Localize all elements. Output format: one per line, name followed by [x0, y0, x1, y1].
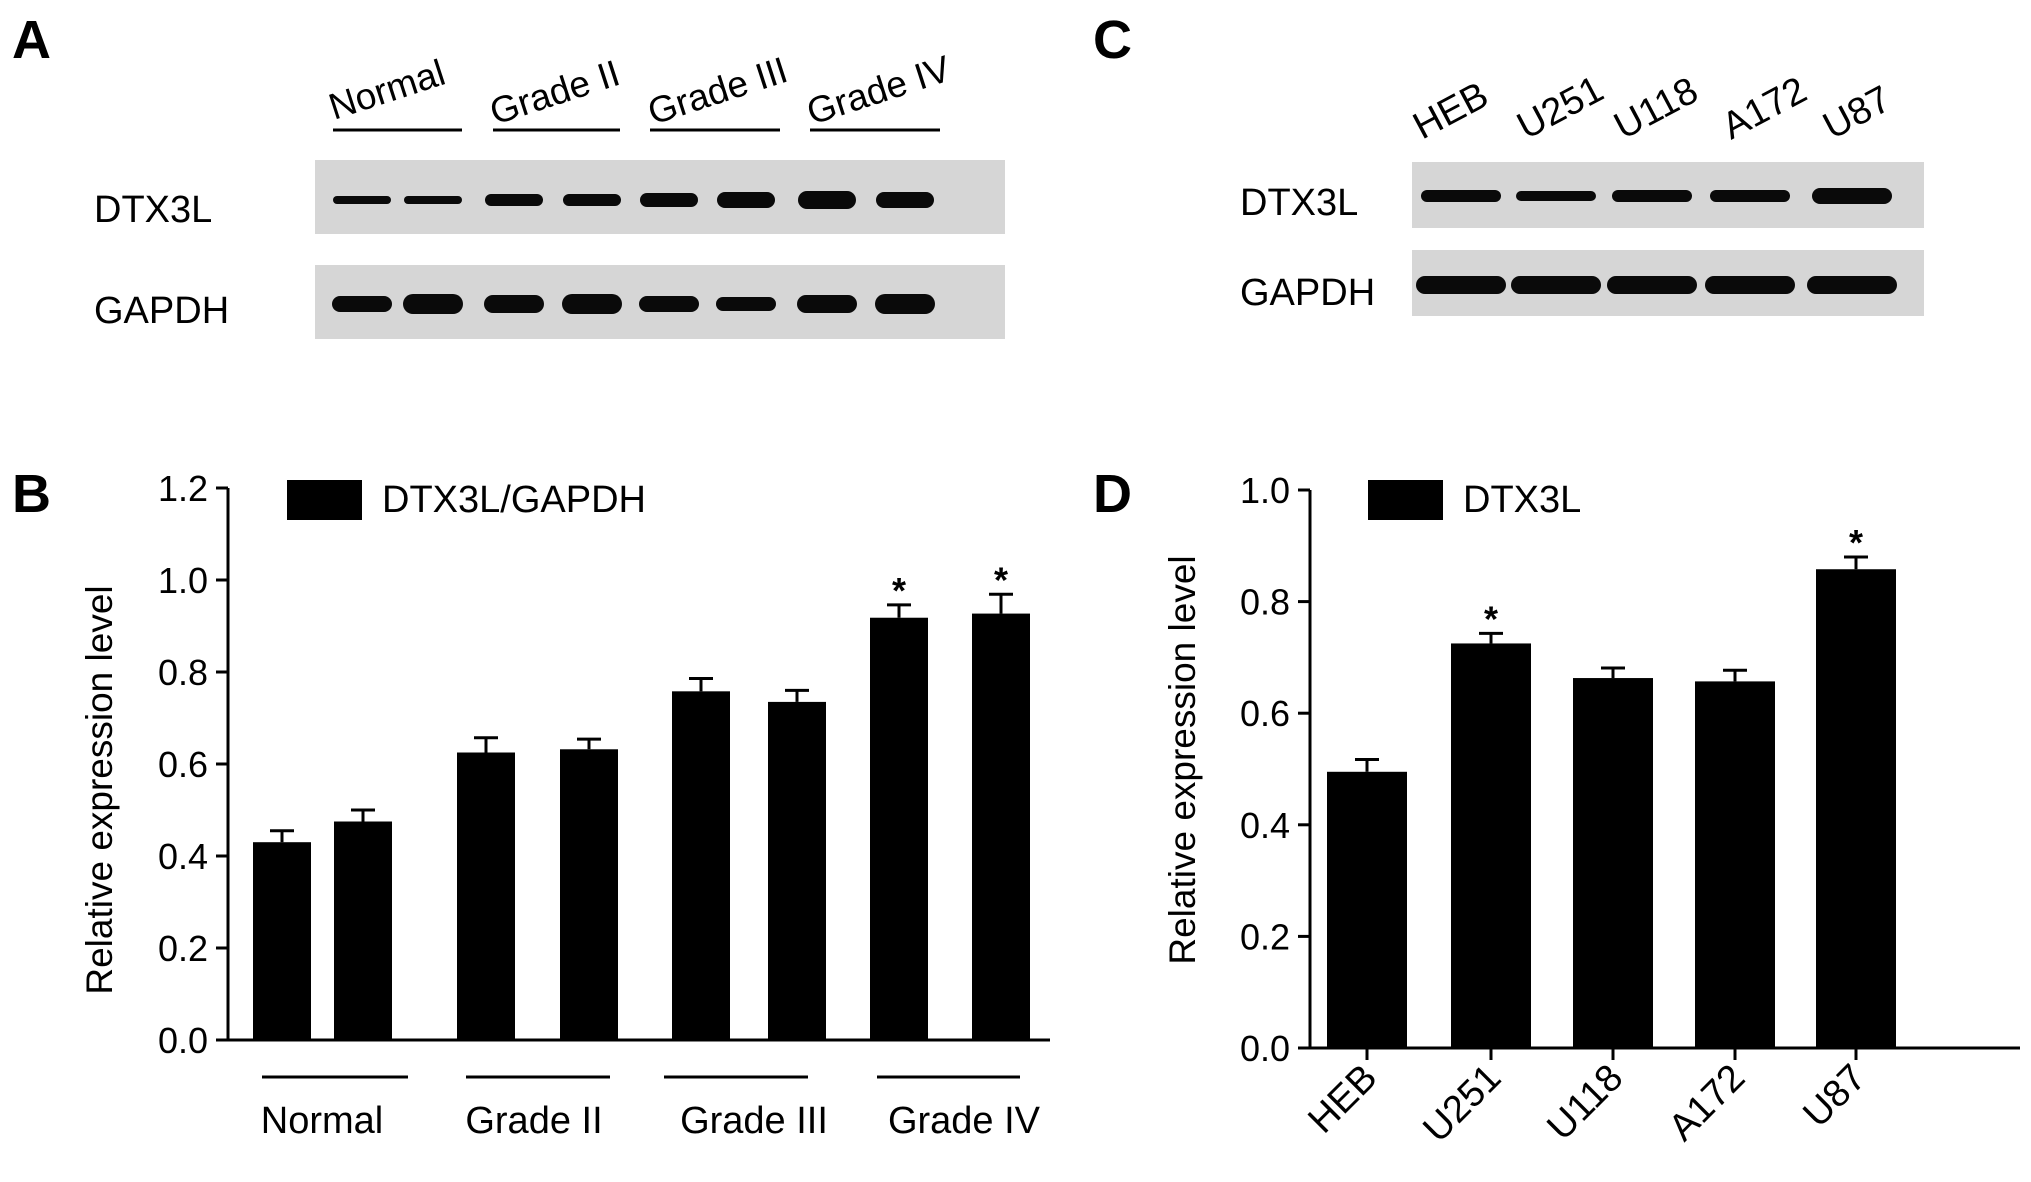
panel-label-a: A	[12, 10, 51, 70]
blot-a-band-dtx3l	[717, 192, 775, 208]
bar	[870, 617, 928, 1040]
blot-c-band-gapdh	[1807, 276, 1897, 294]
panel-label-c: C	[1093, 10, 1132, 70]
blot-a-band-dtx3l	[333, 196, 391, 204]
y-tick-label: 0.2	[1240, 916, 1290, 957]
blot-a-band-gapdh	[875, 294, 935, 314]
y-tick-label: 1.2	[158, 468, 208, 509]
blot-a-band-gapdh	[639, 296, 699, 312]
y-tick-label: 0.6	[1240, 693, 1290, 734]
blot-a: Normal Grade II Grade III Grade IV DTX3L…	[94, 48, 1005, 339]
bar	[560, 749, 618, 1040]
y-tick-label: 0.8	[158, 652, 208, 693]
blot-a-group-label-normal: Normal	[324, 52, 450, 128]
chart-d-legend-label: DTX3L	[1463, 479, 1581, 521]
bar	[768, 701, 826, 1040]
blot-c-lane-label-u118: U118	[1608, 70, 1705, 148]
blot-a-band-gapdh	[716, 297, 776, 311]
blot-c-lane-label-a172: A172	[1716, 69, 1814, 148]
blot-c-band-dtx3l	[1612, 190, 1692, 202]
blot-c-row-label-dtx3l: DTX3L	[1240, 182, 1358, 224]
chart-d-legend-swatch	[1368, 480, 1443, 520]
blot-c-band-gapdh	[1607, 276, 1697, 294]
blot-c-band-dtx3l	[1710, 190, 1790, 202]
blot-a-band-gapdh	[797, 295, 857, 313]
blot-a-band-dtx3l	[798, 191, 856, 209]
y-tick-label: 1.0	[1240, 470, 1290, 511]
y-tick-label: 0.0	[1240, 1028, 1290, 1069]
bar	[334, 821, 392, 1040]
blot-a-group-label-grade-ii: Grade II	[485, 52, 625, 132]
bar	[457, 752, 515, 1040]
blot-a-group-label-grade-iii: Grade III	[643, 49, 793, 132]
bar	[1816, 569, 1896, 1048]
blot-c-band-dtx3l	[1516, 191, 1596, 201]
blot-a-band-dtx3l	[640, 193, 698, 207]
x-tick-label: U118	[1539, 1057, 1631, 1149]
bar	[253, 842, 311, 1040]
significance-marker: *	[892, 570, 906, 611]
panel-label-b: B	[12, 464, 51, 524]
chart-b-legend-label: DTX3L/GAPDH	[382, 479, 646, 521]
blot-c-lane-label-u87: U87	[1817, 78, 1898, 148]
blot-a-group-label-grade-iv: Grade IV	[802, 48, 956, 133]
blot-c-band-dtx3l	[1421, 190, 1501, 202]
significance-marker: *	[1484, 598, 1498, 639]
chart-b-ylabel: Relative expression level	[79, 585, 120, 994]
blot-a-band-dtx3l	[563, 194, 621, 206]
blot-a-band-dtx3l	[876, 192, 934, 208]
y-tick-label: 0.4	[1240, 805, 1290, 846]
y-tick-label: 0.8	[1240, 582, 1290, 623]
significance-marker: *	[1849, 522, 1863, 563]
x-tick-label: A172	[1661, 1057, 1753, 1149]
blot-a-band-gapdh	[484, 295, 544, 313]
blot-c-lane-label-u251: U251	[1511, 68, 1611, 148]
blot-a-band-gapdh	[562, 294, 622, 314]
x-tick-label: U251	[1415, 1057, 1509, 1151]
blot-a-band-gapdh	[403, 294, 463, 314]
significance-marker: *	[994, 559, 1008, 600]
chart-b: Relative expression level DTX3L/GAPDH 0.…	[79, 468, 1050, 1142]
blot-c-row-label-gapdh: GAPDH	[1240, 272, 1375, 314]
chart-b-group-label-grade-iii: Grade III	[680, 1100, 828, 1142]
y-tick-label: 0.0	[158, 1020, 208, 1061]
blot-a-band-gapdh	[332, 296, 392, 312]
bar	[1573, 678, 1653, 1048]
blot-c-band-gapdh	[1705, 276, 1795, 294]
x-tick-label: HEB	[1300, 1057, 1385, 1142]
chart-d-ylabel: Relative expression level	[1162, 555, 1203, 964]
blot-c-lane-label-heb: HEB	[1407, 74, 1496, 148]
y-tick-label: 0.4	[158, 836, 208, 877]
y-tick-label: 1.0	[158, 560, 208, 601]
chart-b-group-label-normal: Normal	[261, 1100, 383, 1142]
bar	[1327, 771, 1407, 1048]
blot-c-band-gapdh	[1511, 276, 1601, 294]
blot-c-band-dtx3l	[1812, 188, 1892, 204]
blot-a-band-dtx3l	[404, 196, 462, 204]
bar	[1451, 643, 1531, 1048]
blot-c-band-gapdh	[1416, 276, 1506, 294]
panel-label-d: D	[1093, 464, 1132, 524]
chart-b-group-label-grade-iv: Grade IV	[888, 1100, 1041, 1142]
x-tick-label: U87	[1795, 1057, 1874, 1136]
bar	[672, 691, 730, 1040]
bar	[1695, 681, 1775, 1048]
chart-d: Relative expression level DTX3L 0.0 0.2 0.…	[1162, 470, 2020, 1151]
blot-c: HEB U251 U118 A172 U87 DTX3L GAPDH	[1240, 68, 1924, 316]
blot-a-band-dtx3l	[485, 194, 543, 206]
blot-a-row-label-dtx3l: DTX3L	[94, 189, 212, 231]
y-tick-label: 0.6	[158, 744, 208, 785]
y-tick-label: 0.2	[158, 928, 208, 969]
chart-b-legend-swatch	[287, 480, 362, 520]
bar	[972, 613, 1030, 1040]
blot-a-row-label-gapdh: GAPDH	[94, 290, 229, 332]
chart-b-group-label-grade-ii: Grade II	[465, 1100, 602, 1142]
